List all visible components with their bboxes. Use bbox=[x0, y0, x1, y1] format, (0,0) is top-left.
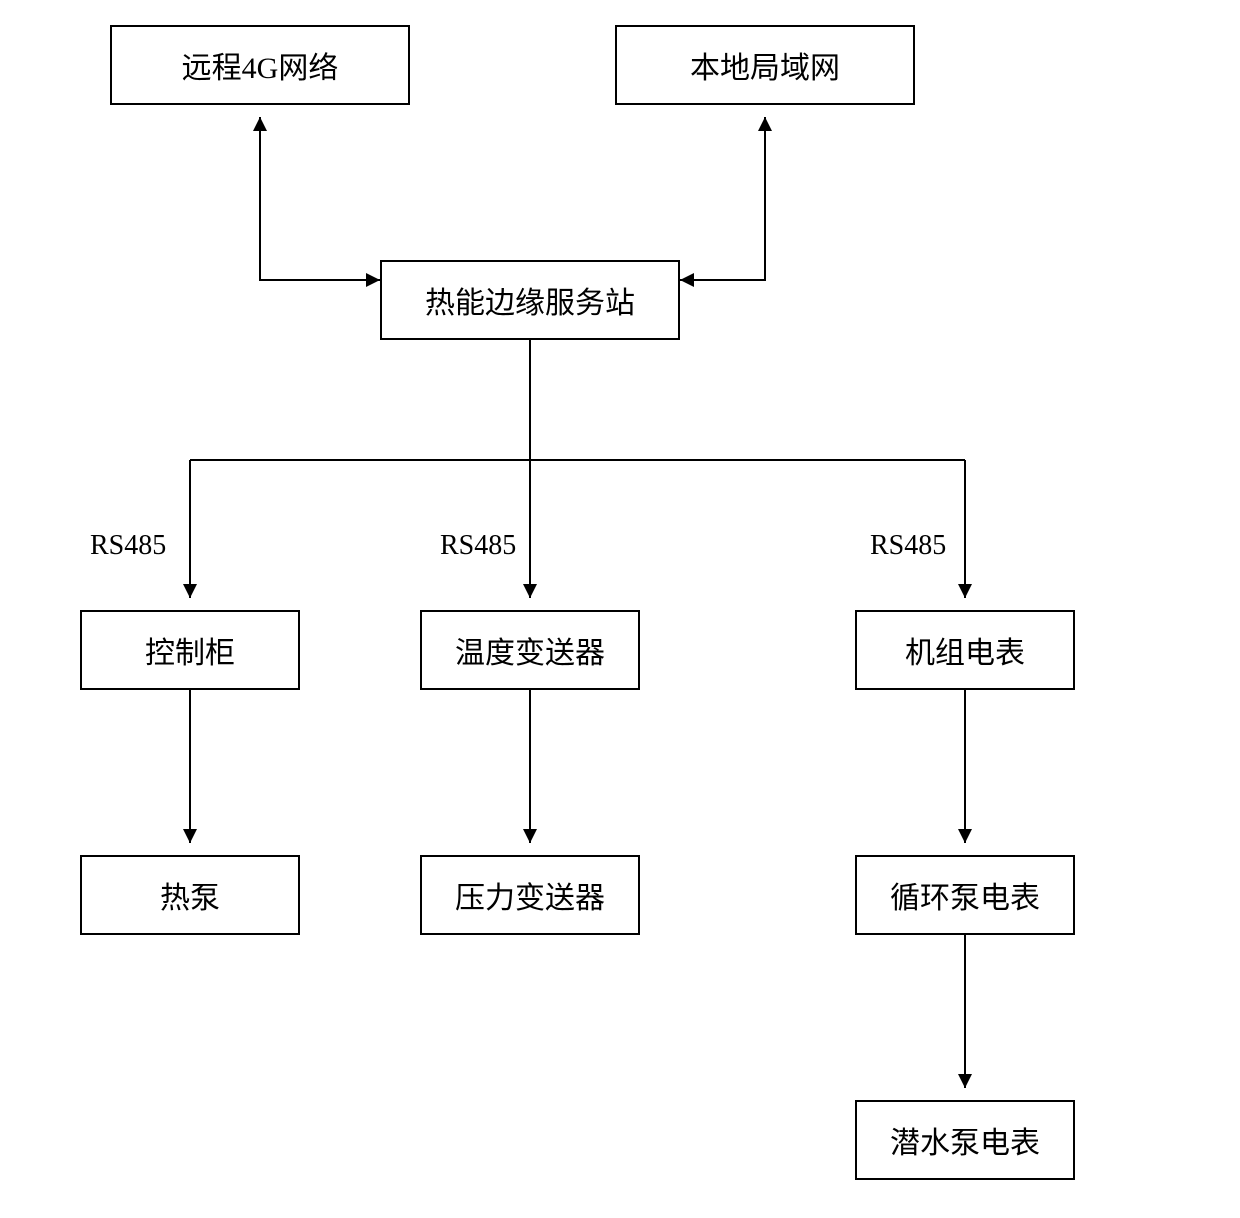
diagram-arrows bbox=[0, 0, 1240, 1218]
edge-label-rs485-1: RS485 bbox=[90, 530, 166, 562]
node-label: 循环泵电表 bbox=[890, 873, 1040, 917]
node-heat-pump: 热泵 bbox=[80, 855, 300, 935]
node-label: 本地局域网 bbox=[690, 43, 840, 87]
node-label: 潜水泵电表 bbox=[890, 1118, 1040, 1162]
node-remote-4g: 远程4G网络 bbox=[110, 25, 410, 105]
node-label: 热泵 bbox=[160, 873, 220, 917]
node-pressure-transmitter: 压力变送器 bbox=[420, 855, 640, 935]
edge-label-rs485-3: RS485 bbox=[870, 530, 946, 562]
node-edge-station: 热能边缘服务站 bbox=[380, 260, 680, 340]
node-label: 温度变送器 bbox=[455, 628, 605, 672]
node-label: 控制柜 bbox=[145, 628, 235, 672]
node-label: 远程4G网络 bbox=[182, 43, 339, 87]
node-label: 压力变送器 bbox=[455, 873, 605, 917]
node-submersible-pump-meter: 潜水泵电表 bbox=[855, 1100, 1075, 1180]
node-label: 热能边缘服务站 bbox=[425, 278, 635, 322]
node-control-cabinet: 控制柜 bbox=[80, 610, 300, 690]
node-temp-transmitter: 温度变送器 bbox=[420, 610, 640, 690]
edge-label-rs485-2: RS485 bbox=[440, 530, 516, 562]
node-label: 机组电表 bbox=[905, 628, 1025, 672]
node-circulation-pump-meter: 循环泵电表 bbox=[855, 855, 1075, 935]
node-unit-meter: 机组电表 bbox=[855, 610, 1075, 690]
node-lan: 本地局域网 bbox=[615, 25, 915, 105]
